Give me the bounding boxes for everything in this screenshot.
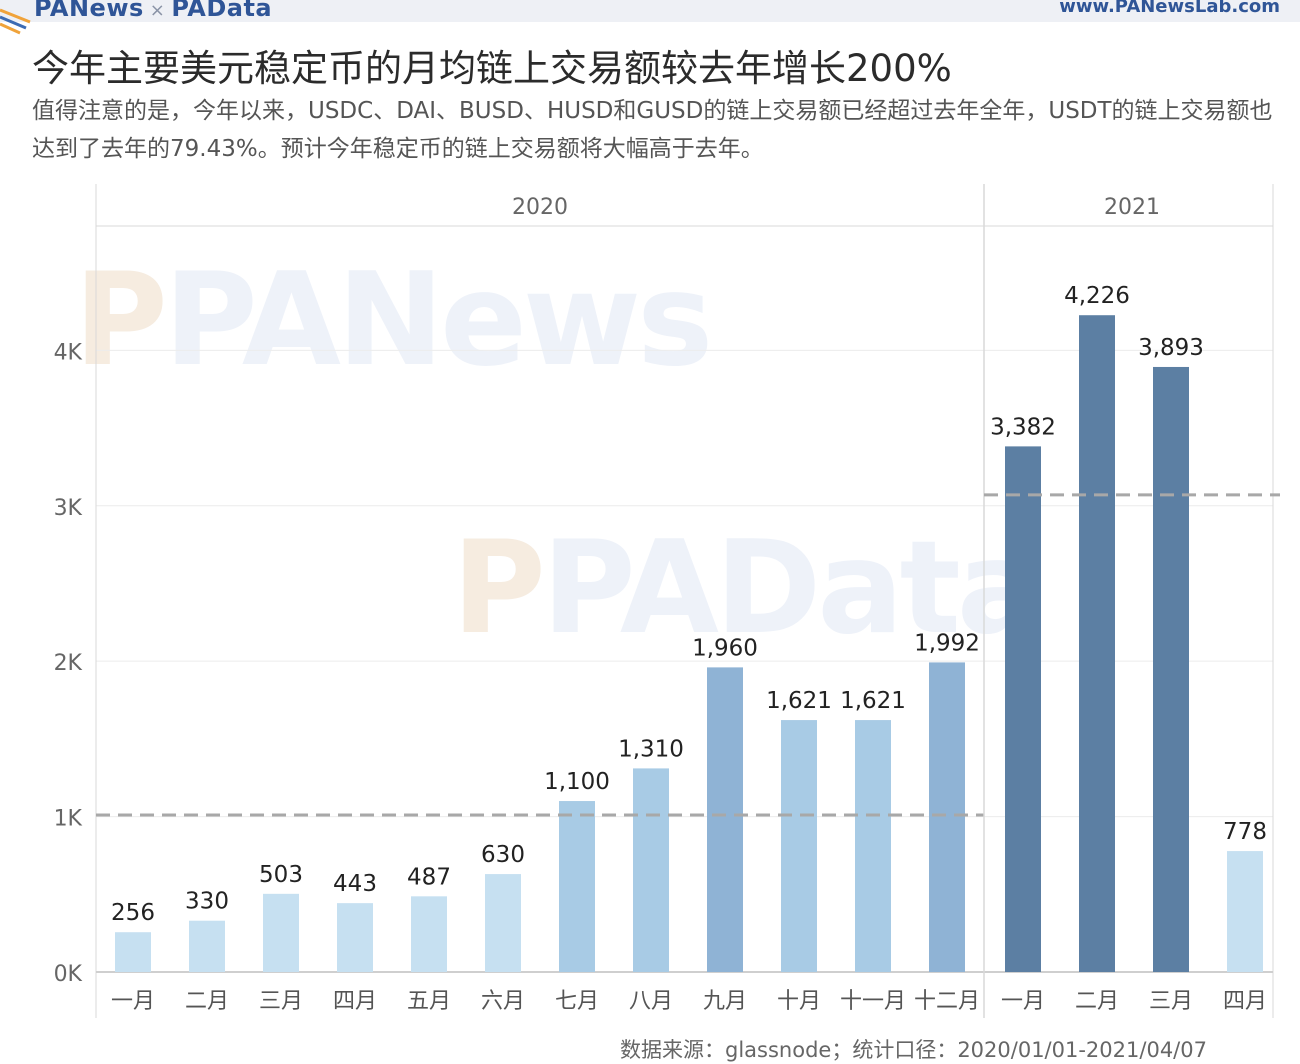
- data-label: 778: [1223, 819, 1267, 845]
- bar: [411, 896, 447, 972]
- panel-label: 2020: [512, 195, 568, 220]
- y-tick-label: 4K: [54, 340, 83, 365]
- data-label: 630: [481, 842, 525, 868]
- data-label: 4,226: [1064, 283, 1130, 309]
- x-tick-label: 六月: [481, 989, 525, 1014]
- x-tick-label: 四月: [333, 989, 377, 1014]
- data-label: 256: [111, 900, 155, 926]
- y-tick-label: 1K: [54, 807, 83, 832]
- chart-subtitle: 值得注意的是，今年以来，USDC、DAI、BUSD、HUSD和GUSD的链上交易…: [32, 98, 1273, 162]
- chart-title: 今年主要美元稳定币的月均链上交易额较去年增长200%: [32, 47, 952, 90]
- watermark-padata: PPAData: [452, 514, 1043, 663]
- x-tick-label: 三月: [1149, 989, 1193, 1014]
- bar: [1153, 366, 1189, 973]
- data-label: 503: [259, 862, 303, 888]
- watermark-panews: PPANews: [74, 246, 713, 395]
- y-tick-label: 3K: [54, 496, 83, 521]
- data-label: 1,100: [544, 769, 610, 795]
- logo-separator: ×: [149, 0, 166, 21]
- logo-padata: PAData: [171, 0, 273, 22]
- data-label: 3,382: [990, 414, 1056, 440]
- x-tick-label: 一月: [111, 989, 155, 1014]
- x-tick-label: 十一月: [840, 989, 906, 1014]
- data-source-footer: 数据来源：glassnode；统计口径：2020/01/01-2021/04/0…: [620, 1038, 1207, 1062]
- bar: [633, 768, 669, 972]
- bar: [559, 801, 595, 972]
- bar: [855, 720, 891, 972]
- bar: [929, 662, 965, 972]
- logo-panews: PANews: [34, 0, 144, 22]
- bar: [485, 874, 521, 972]
- x-tick-label: 十二月: [914, 989, 980, 1014]
- x-tick-label: 二月: [185, 989, 229, 1014]
- x-tick-label: 一月: [1001, 989, 1045, 1014]
- x-tick-label: 三月: [259, 989, 303, 1014]
- bar: [189, 920, 225, 972]
- panel-label: 2021: [1104, 195, 1160, 220]
- data-label: 1,621: [766, 688, 832, 714]
- site-url[interactable]: www.PANewsLab.com: [1059, 0, 1280, 17]
- x-tick-label: 二月: [1075, 989, 1119, 1014]
- x-tick-label: 七月: [555, 989, 599, 1014]
- bar: [263, 893, 299, 972]
- data-label: 1,992: [914, 630, 980, 656]
- data-label: 1,621: [840, 688, 906, 714]
- bar: [1227, 851, 1263, 972]
- data-label: 487: [407, 864, 451, 890]
- bar: [1079, 315, 1115, 972]
- data-label: 330: [185, 889, 229, 915]
- x-tick-label: 四月: [1223, 989, 1267, 1014]
- bar: [337, 903, 373, 972]
- data-label: 3,893: [1138, 335, 1204, 361]
- top-banner: [0, 0, 1300, 22]
- data-label: 1,960: [692, 635, 758, 661]
- brand-logo: PANews × PAData: [34, 0, 272, 22]
- bar: [781, 720, 817, 972]
- brand-stripes-icon: [0, 8, 31, 35]
- bar: [115, 932, 151, 972]
- x-tick-label: 五月: [407, 989, 451, 1014]
- y-tick-label: 0K: [54, 962, 83, 987]
- bar: [707, 667, 743, 972]
- data-label: 443: [333, 871, 377, 897]
- x-tick-label: 十月: [777, 989, 821, 1014]
- x-tick-label: 八月: [629, 989, 673, 1014]
- data-label: 1,310: [618, 736, 684, 762]
- x-tick-label: 九月: [703, 989, 747, 1014]
- y-tick-label: 2K: [54, 651, 83, 676]
- bar: [1005, 446, 1041, 972]
